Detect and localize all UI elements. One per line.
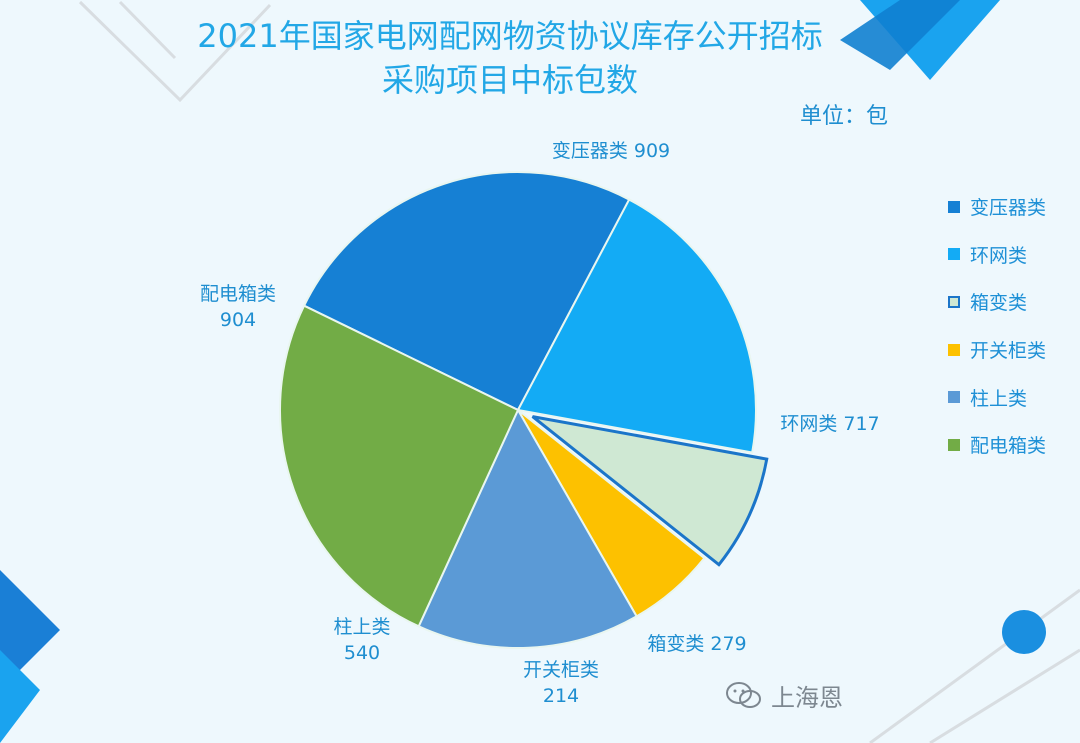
legend-swatch: [948, 295, 960, 308]
legend-item[interactable]: 柱上类: [948, 373, 1046, 421]
legend-swatch: [948, 248, 960, 261]
pie-slice[interactable]: [279, 304, 520, 628]
top-right-diamond-decoration: [840, 0, 1000, 80]
chart-legend: 变压器类环网类箱变类开关柜类柱上类配电箱类: [948, 183, 1046, 469]
legend-item[interactable]: 环网类: [948, 231, 1046, 279]
legend-swatch: [948, 391, 960, 404]
wechat-icon: [726, 681, 761, 708]
legend-label: 开关柜类: [970, 340, 1047, 363]
legend-swatch: [948, 343, 960, 356]
data-label: 变压器类 909: [552, 140, 670, 162]
legend-swatch: [948, 200, 960, 213]
pie-slice[interactable]: [302, 171, 631, 412]
pie-slice[interactable]: [531, 415, 769, 567]
data-label: 柱上类 540: [333, 616, 390, 664]
unit-label: 单位：包: [800, 104, 889, 129]
data-label: 环网类 717: [780, 413, 879, 435]
bottom-right-circle-decoration: [1002, 610, 1046, 654]
legend-item[interactable]: 配电箱类: [948, 421, 1046, 469]
watermark: 上海恩: [725, 678, 843, 713]
data-label: 箱变类 279: [647, 633, 746, 655]
legend-swatch: [948, 438, 960, 451]
watermark-text: 上海恩: [771, 684, 843, 712]
legend-item[interactable]: 箱变类: [948, 278, 1046, 326]
bottom-right-lines-decoration: [869, 588, 1080, 743]
top-left-lines-decoration: [78, 0, 272, 103]
legend-label: 柱上类: [970, 387, 1028, 410]
legend-item[interactable]: 开关柜类: [948, 326, 1046, 374]
legend-label: 箱变类: [970, 292, 1028, 315]
chart-title-line2: 采购项目中标包数: [381, 61, 638, 99]
legend-label: 配电箱类: [970, 435, 1047, 458]
legend-label: 环网类: [970, 244, 1028, 267]
pie-slice[interactable]: [516, 198, 757, 454]
legend-item[interactable]: 变压器类: [948, 183, 1046, 231]
data-label: 配电箱类 904: [200, 283, 276, 331]
pie-slice[interactable]: [417, 407, 639, 649]
data-label: 开关柜类 214: [523, 659, 599, 707]
legend-label: 变压器类: [970, 197, 1047, 220]
chart-title-line1: 2021年国家电网配网物资协议库存公开招标: [197, 17, 823, 55]
chart-title: 2021年国家电网配网物资协议库存公开招标 采购项目中标包数: [100, 14, 920, 102]
left-diamond-decoration: [0, 570, 60, 743]
